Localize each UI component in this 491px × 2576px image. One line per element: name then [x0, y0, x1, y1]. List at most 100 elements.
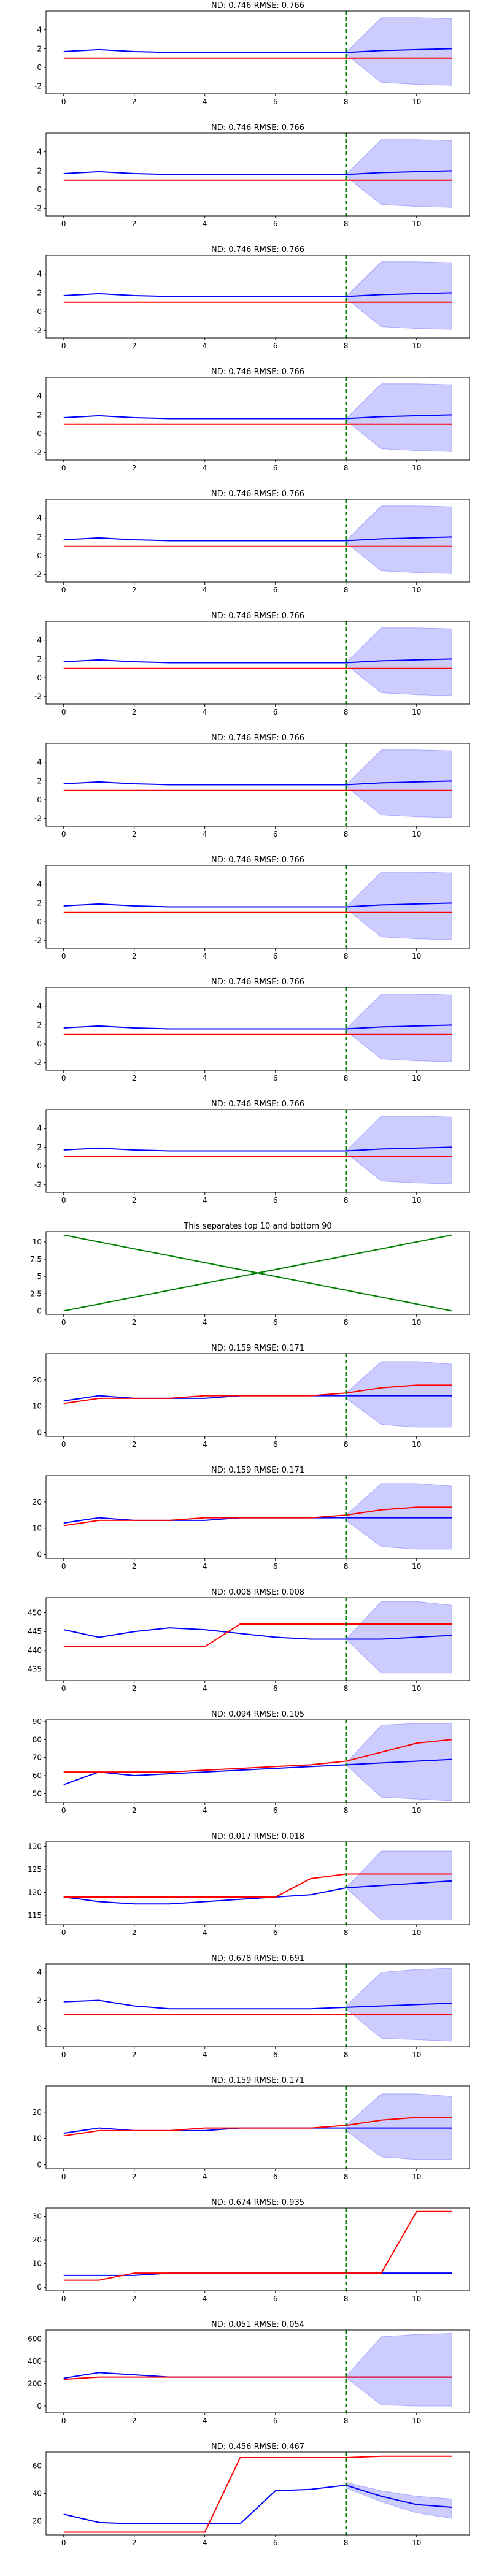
- y-tick-label: 2: [37, 1021, 42, 1029]
- x-tick-label: 10: [412, 220, 421, 228]
- prediction-band: [346, 1968, 452, 2042]
- series-line-1: [63, 2455, 452, 2533]
- prediction-band: [346, 994, 452, 1062]
- y-tick-label: 450: [28, 1609, 42, 1617]
- x-tick-label: 10: [412, 1074, 421, 1083]
- series-line-0: [63, 1627, 452, 1640]
- y-tick-label: 2: [37, 44, 42, 53]
- x-tick-label: 8: [344, 2050, 349, 2059]
- plot-frame: [45, 377, 470, 461]
- x-tick-label: 10: [412, 1806, 421, 1815]
- x-tick-label: 10: [412, 1440, 421, 1449]
- x-tick-label: 10: [412, 586, 421, 594]
- y-tick-label: 4: [37, 26, 42, 34]
- chart-panel-1: ND: 0.746 RMSE: 0.766 0 2 4 6 8 10 -2 0 2 4: [34, 123, 470, 228]
- chart-panel-12: ND: 0.159 RMSE: 0.171 0 2 4 6 8 10 0 10 20: [33, 1466, 470, 1571]
- x-tick-label: 0: [61, 98, 66, 106]
- x-tick-label: 6: [273, 1318, 278, 1327]
- y-tick-label: 20: [33, 1498, 42, 1506]
- chart-title: ND: 0.094 RMSE: 0.105: [211, 1710, 304, 1719]
- x-tick-label: 6: [273, 1806, 278, 1815]
- x-tick-label: 8: [344, 708, 349, 716]
- series-line-0: [63, 1146, 452, 1152]
- plot-frame: [45, 865, 470, 949]
- x-tick-label: 0: [61, 586, 66, 594]
- x-tick-label: 8: [344, 1806, 349, 1815]
- plot-frame: [45, 2207, 470, 2291]
- chart-title: ND: 0.746 RMSE: 0.766: [211, 1, 304, 10]
- plot-frame: [45, 743, 470, 827]
- x-tick-label: 2: [132, 1684, 137, 1693]
- x-tick-label: 0: [61, 2172, 66, 2181]
- x-tick-label: 6: [273, 1074, 278, 1083]
- x-tick-label: 6: [273, 342, 278, 350]
- x-tick-label: 2: [132, 220, 137, 228]
- prediction-band: [346, 627, 452, 696]
- chart-panel-15: ND: 0.017 RMSE: 0.018 0 2 4 6 8 10 115 120 125 130: [28, 1832, 470, 1937]
- x-tick-label: 0: [61, 1684, 66, 1693]
- x-tick-label: 0: [61, 952, 66, 960]
- chart-title: ND: 0.159 RMSE: 0.171: [211, 1344, 304, 1353]
- chart-title: ND: 0.051 RMSE: 0.054: [211, 2320, 304, 2329]
- y-tick-label: 2: [37, 532, 42, 541]
- chart-panel-10: This separates top 10 and bottom 90 0 2 4 6 8…: [30, 1222, 470, 1327]
- chart-panel-14: ND: 0.094 RMSE: 0.105 0 2 4 6 8 10 50 60 70 80 90: [33, 1710, 470, 1815]
- chart-title: ND: 0.456 RMSE: 0.467: [211, 2442, 304, 2451]
- x-tick-label: 4: [203, 1562, 207, 1571]
- y-tick-label: 4: [37, 148, 42, 156]
- x-tick-label: 10: [412, 342, 421, 350]
- series-line-0: [63, 658, 452, 664]
- y-tick-label: 0: [37, 673, 42, 682]
- x-tick-label: 10: [412, 2417, 421, 2425]
- plot-frame: [45, 1841, 470, 1925]
- chart-panel-4: ND: 0.746 RMSE: 0.766 0 2 4 6 8 10 -2 0 2 4: [34, 489, 470, 594]
- series-line-0: [63, 1880, 452, 1905]
- x-tick-label: 10: [412, 1562, 421, 1571]
- y-tick-label: -2: [34, 448, 42, 457]
- plot-frame: [45, 2329, 470, 2413]
- y-tick-label: 10: [33, 2134, 42, 2143]
- x-tick-label: 4: [203, 1196, 207, 1205]
- x-tick-label: 4: [203, 1928, 207, 1937]
- y-tick-label: 4: [37, 880, 42, 889]
- x-tick-label: 4: [203, 586, 207, 594]
- y-tick-label: 0: [37, 1306, 42, 1315]
- x-tick-label: 0: [61, 2050, 66, 2059]
- x-tick-label: 2: [132, 98, 137, 106]
- x-tick-label: 4: [203, 98, 207, 106]
- y-tick-label: 0: [37, 307, 42, 316]
- y-tick-label: 2.5: [30, 1289, 42, 1298]
- series-line-0: [63, 902, 452, 908]
- x-tick-label: 10: [412, 1684, 421, 1693]
- y-tick-label: 0: [37, 2161, 42, 2169]
- x-tick-label: 4: [203, 1318, 207, 1327]
- y-tick-label: 20: [33, 1376, 42, 1384]
- chart-panel-20: ND: 0.456 RMSE: 0.467 0 2 4 6 8 10 20 40 60: [33, 2442, 470, 2547]
- plot-frame: [45, 10, 470, 94]
- x-tick-label: 10: [412, 1318, 421, 1327]
- x-tick-label: 2: [132, 1806, 137, 1815]
- x-tick-label: 2: [132, 952, 137, 960]
- y-tick-label: 20: [33, 2236, 42, 2244]
- y-tick-label: -2: [34, 326, 42, 335]
- y-tick-label: 20: [33, 2517, 42, 2526]
- chart-panel-7: ND: 0.746 RMSE: 0.766 0 2 4 6 8 10 -2 0 2 4: [34, 856, 470, 960]
- x-tick-label: 2: [132, 1318, 137, 1327]
- chart-panel-6: ND: 0.746 RMSE: 0.766 0 2 4 6 8 10 -2 0 2 4: [34, 734, 470, 838]
- x-tick-label: 8: [344, 342, 349, 350]
- y-tick-label: 4: [37, 514, 42, 523]
- x-tick-label: 0: [61, 708, 66, 716]
- x-tick-label: 0: [61, 1196, 66, 1205]
- y-tick-label: 0: [37, 795, 42, 804]
- plot-frame: [45, 255, 470, 339]
- y-tick-label: 2: [37, 654, 42, 663]
- x-tick-label: 8: [344, 1074, 349, 1083]
- chart-title: ND: 0.674 RMSE: 0.935: [211, 2198, 304, 2207]
- chart-panel-9: ND: 0.746 RMSE: 0.766 0 2 4 6 8 10 -2 0 2 4: [34, 1100, 470, 1205]
- x-tick-label: 2: [132, 2539, 137, 2547]
- x-tick-label: 2: [132, 2417, 137, 2425]
- y-tick-label: 2: [37, 899, 42, 907]
- prediction-band: [346, 2333, 452, 2407]
- x-tick-label: 10: [412, 2172, 421, 2181]
- x-tick-label: 8: [344, 1318, 349, 1327]
